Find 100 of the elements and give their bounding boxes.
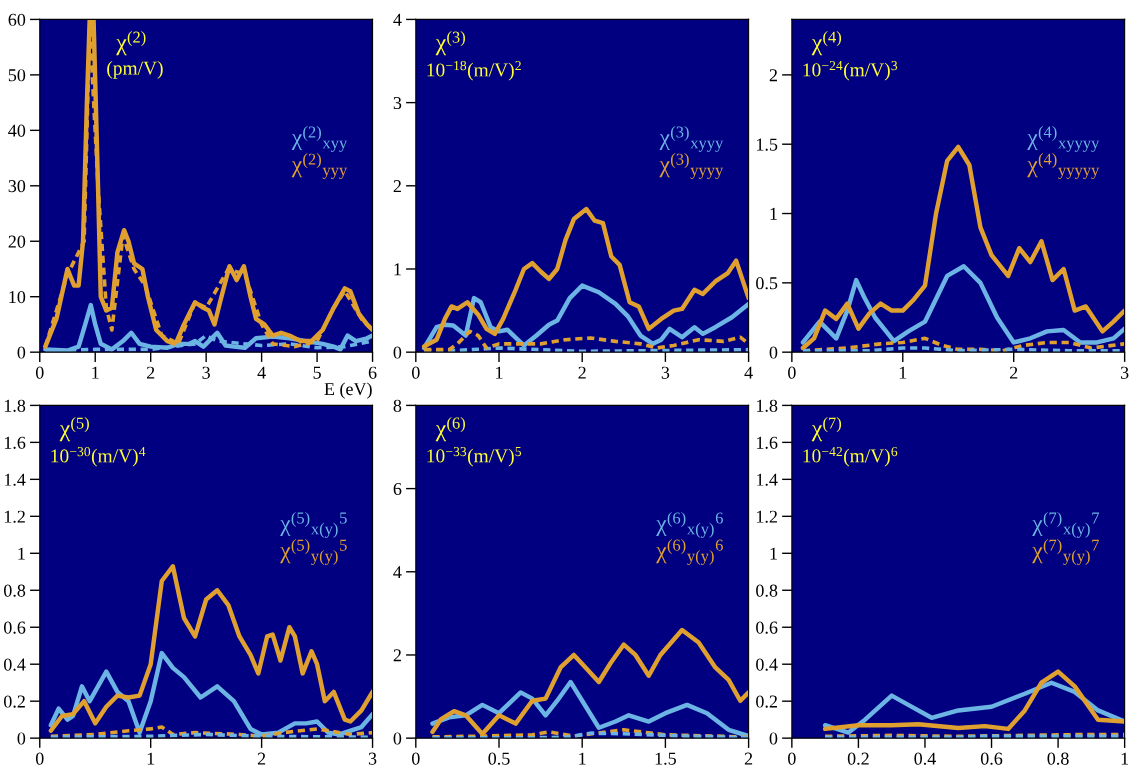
- text: χ$^{(2)}$$_{yyy}$: [291, 153, 348, 179]
- y-tick-label: 1: [18, 547, 25, 560]
- text: χ$^{(7)}$$_{y(y)}$$^{7}$: [1032, 539, 1100, 565]
- x-tick-label: 0: [788, 752, 796, 765]
- text: χ$^{(5)}$$_{y(y)}$$^{5}$: [280, 539, 347, 565]
- y-tick-label: 0: [769, 346, 778, 359]
- line-series: [421, 206, 749, 349]
- x-tick-label: 0.5: [488, 752, 510, 765]
- x-tick-label: 0.6: [980, 752, 1003, 765]
- x-tick-label: 0.2: [847, 752, 869, 765]
- y-tick-label: 1.5: [756, 138, 778, 151]
- y-tick-label: 1: [394, 263, 401, 276]
- text: χ$^{(2)}$$_{xyy}$: [291, 125, 348, 152]
- x-tick-label: 1: [1121, 752, 1129, 765]
- line-series: [822, 669, 1125, 732]
- y-tick-label: 0.8: [756, 584, 778, 597]
- y-tick-label: 0.4: [3, 658, 26, 671]
- text: 10$^{−33}$(m/V)$^{5}$: [427, 447, 522, 467]
- y-tick-label: 4: [393, 13, 402, 26]
- x-tick-label: 3: [661, 366, 670, 379]
- x-tick-label: 3: [202, 366, 210, 379]
- y-tick-label: 8: [393, 399, 402, 412]
- x-tick-label: 4: [744, 366, 753, 379]
- text: χ$^{(7)}$: [811, 417, 842, 442]
- y-tick-label: 2: [393, 180, 401, 193]
- x-tick-label: 1: [147, 752, 155, 765]
- x-tick-label: 2: [257, 752, 266, 765]
- y-tick-label: 1: [770, 207, 777, 220]
- y-tick-label: 60: [8, 13, 26, 26]
- y-tick-label: 50: [8, 69, 26, 82]
- y-tick-label: 1.6: [4, 436, 26, 449]
- x-tick-label: 0: [788, 366, 796, 379]
- y-tick-label: 10: [9, 290, 26, 304]
- text: 10$^{−24}$(m/V)$^{3}$: [803, 61, 898, 81]
- text: χ$^{(6)}$$_{x(y)}$$^{6}$: [656, 511, 723, 538]
- y-tick-label: 1.2: [4, 510, 25, 523]
- y-tick-label: 2: [393, 649, 401, 662]
- x-tick-label: 6: [368, 366, 377, 379]
- text: χ$^{(5)}$$_{x(y)}$$^{5}$: [280, 511, 347, 538]
- x-tick-label: 1.5: [655, 752, 676, 765]
- x-tick-label: 1: [496, 366, 503, 379]
- x-axis-title: E (eV): [324, 382, 372, 399]
- y-tick-label: 0.5: [756, 277, 778, 290]
- x-tick-label: 2: [744, 752, 753, 765]
- y-tick-label: 1.6: [756, 436, 778, 449]
- x-tick-label: 1: [579, 752, 586, 765]
- x-tick-label: 0: [35, 366, 44, 379]
- text: χ$^{(3)}$$_{xyyy}$: [659, 125, 724, 152]
- text: χ$^{(7)}$$_{x(y)}$$^{7}$: [1032, 511, 1100, 538]
- x-tick-label: 1: [92, 366, 99, 379]
- text: χ$^{(6)}$: [435, 417, 465, 442]
- y-tick-label: 0.8: [3, 584, 26, 597]
- y-tick-label: 1.2: [756, 510, 777, 523]
- y-tick-label: 0.4: [756, 658, 778, 671]
- text: χ$^{(3)}$: [435, 31, 465, 56]
- y-tick-label: 1.4: [4, 473, 26, 486]
- y-tick-label: 0: [769, 732, 778, 745]
- y-tick-label: 1.8: [756, 399, 778, 412]
- y-tick-label: 3: [393, 96, 402, 110]
- y-tick-label: 0.6: [756, 621, 778, 634]
- line-series: [430, 627, 749, 737]
- y-tick-label: 0.6: [3, 621, 26, 634]
- x-tick-label: 5: [313, 366, 321, 379]
- y-tick-label: 0: [17, 732, 26, 745]
- y-tick-label: 0: [393, 346, 402, 359]
- x-tick-label: 4: [257, 366, 266, 379]
- y-tick-label: 0: [393, 732, 402, 745]
- x-tick-label: 0: [411, 752, 420, 765]
- y-tick-label: 6: [393, 482, 402, 496]
- y-tick-label: 30: [8, 180, 26, 193]
- text: χ$^{(4)}$$_{yyyyy}$: [1027, 153, 1100, 179]
- x-tick-label: 3: [1120, 366, 1129, 379]
- text: χ$^{(2)}$: [116, 31, 146, 56]
- x-tick-label: 1: [899, 366, 907, 379]
- y-tick-label: 40: [8, 124, 26, 137]
- y-tick-label: 20: [8, 235, 26, 248]
- x-tick-label: 0: [411, 366, 420, 379]
- line-series: [800, 263, 1125, 345]
- text: 10$^{−30}$(m/V)$^{4}$: [51, 447, 146, 467]
- y-tick-label: 1: [770, 547, 777, 560]
- y-tick-label: 4: [393, 566, 402, 579]
- text: χ$^{(5)}$: [59, 417, 89, 442]
- text: 10$^{−42}$(m/V)$^{6}$: [803, 447, 898, 467]
- y-tick-label: 0.2: [756, 695, 777, 708]
- x-tick-label: 2: [1009, 366, 1018, 379]
- text: 10$^{−18}$(m/V)$^{2}$: [427, 61, 521, 81]
- x-tick-label: 0: [35, 752, 44, 765]
- x-tick-label: 0.4: [914, 752, 936, 765]
- text: χ$^{(4)}$$_{xyyyy}$: [1027, 125, 1100, 152]
- text: χ$^{(3)}$$_{yyyy}$: [659, 153, 724, 179]
- y-tick-label: 1.8: [4, 399, 26, 412]
- x-tick-label: 0.8: [1047, 752, 1069, 765]
- y-tick-label: 1.4: [756, 473, 778, 486]
- text: χ$^{(6)}$$_{y(y)}$$^{6}$: [656, 539, 723, 565]
- y-tick-label: 0.2: [3, 695, 25, 708]
- y-tick-label: 2: [769, 69, 777, 82]
- x-tick-label: 2: [578, 366, 586, 379]
- text: χ$^{(4)}$: [811, 31, 842, 56]
- y-tick-label: 0: [17, 346, 26, 359]
- x-tick-label: 3: [368, 752, 377, 765]
